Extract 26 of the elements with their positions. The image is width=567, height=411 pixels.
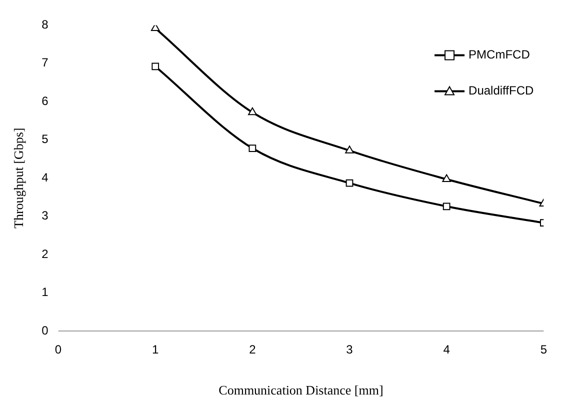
point xyxy=(442,202,450,210)
y-tick-label: 0 xyxy=(42,323,49,338)
x-tick-label: 2 xyxy=(249,342,256,357)
legend-label: DualdiffFCD xyxy=(468,84,534,98)
x-tick-label: 0 xyxy=(54,342,62,357)
y-axis-title: Throughput [Gbps] xyxy=(11,128,26,228)
x-tick-label: 3 xyxy=(346,342,354,357)
y-tick-label: 5 xyxy=(42,132,49,146)
x-tick-label: 1 xyxy=(152,342,160,357)
y-tick-label: 6 xyxy=(42,94,49,108)
point xyxy=(442,174,451,182)
y-tick-label: 7 xyxy=(42,56,49,70)
x-axis-title: Communication Distance [mm] xyxy=(218,382,384,398)
y-tick-label: 4 xyxy=(42,170,49,184)
legend-label: PMCmFCD xyxy=(468,48,530,62)
point xyxy=(345,146,354,154)
x-tick-label: 5 xyxy=(540,342,548,357)
x-tick-label: 4 xyxy=(443,342,450,357)
point xyxy=(248,107,257,116)
point xyxy=(248,144,256,152)
point xyxy=(152,62,160,70)
point xyxy=(346,179,354,187)
y-tick-label: 2 xyxy=(42,246,49,261)
y-tick-label: 3 xyxy=(42,208,49,223)
y-tick-label: 8 xyxy=(42,18,49,32)
y-tick-label: 1 xyxy=(42,285,49,300)
